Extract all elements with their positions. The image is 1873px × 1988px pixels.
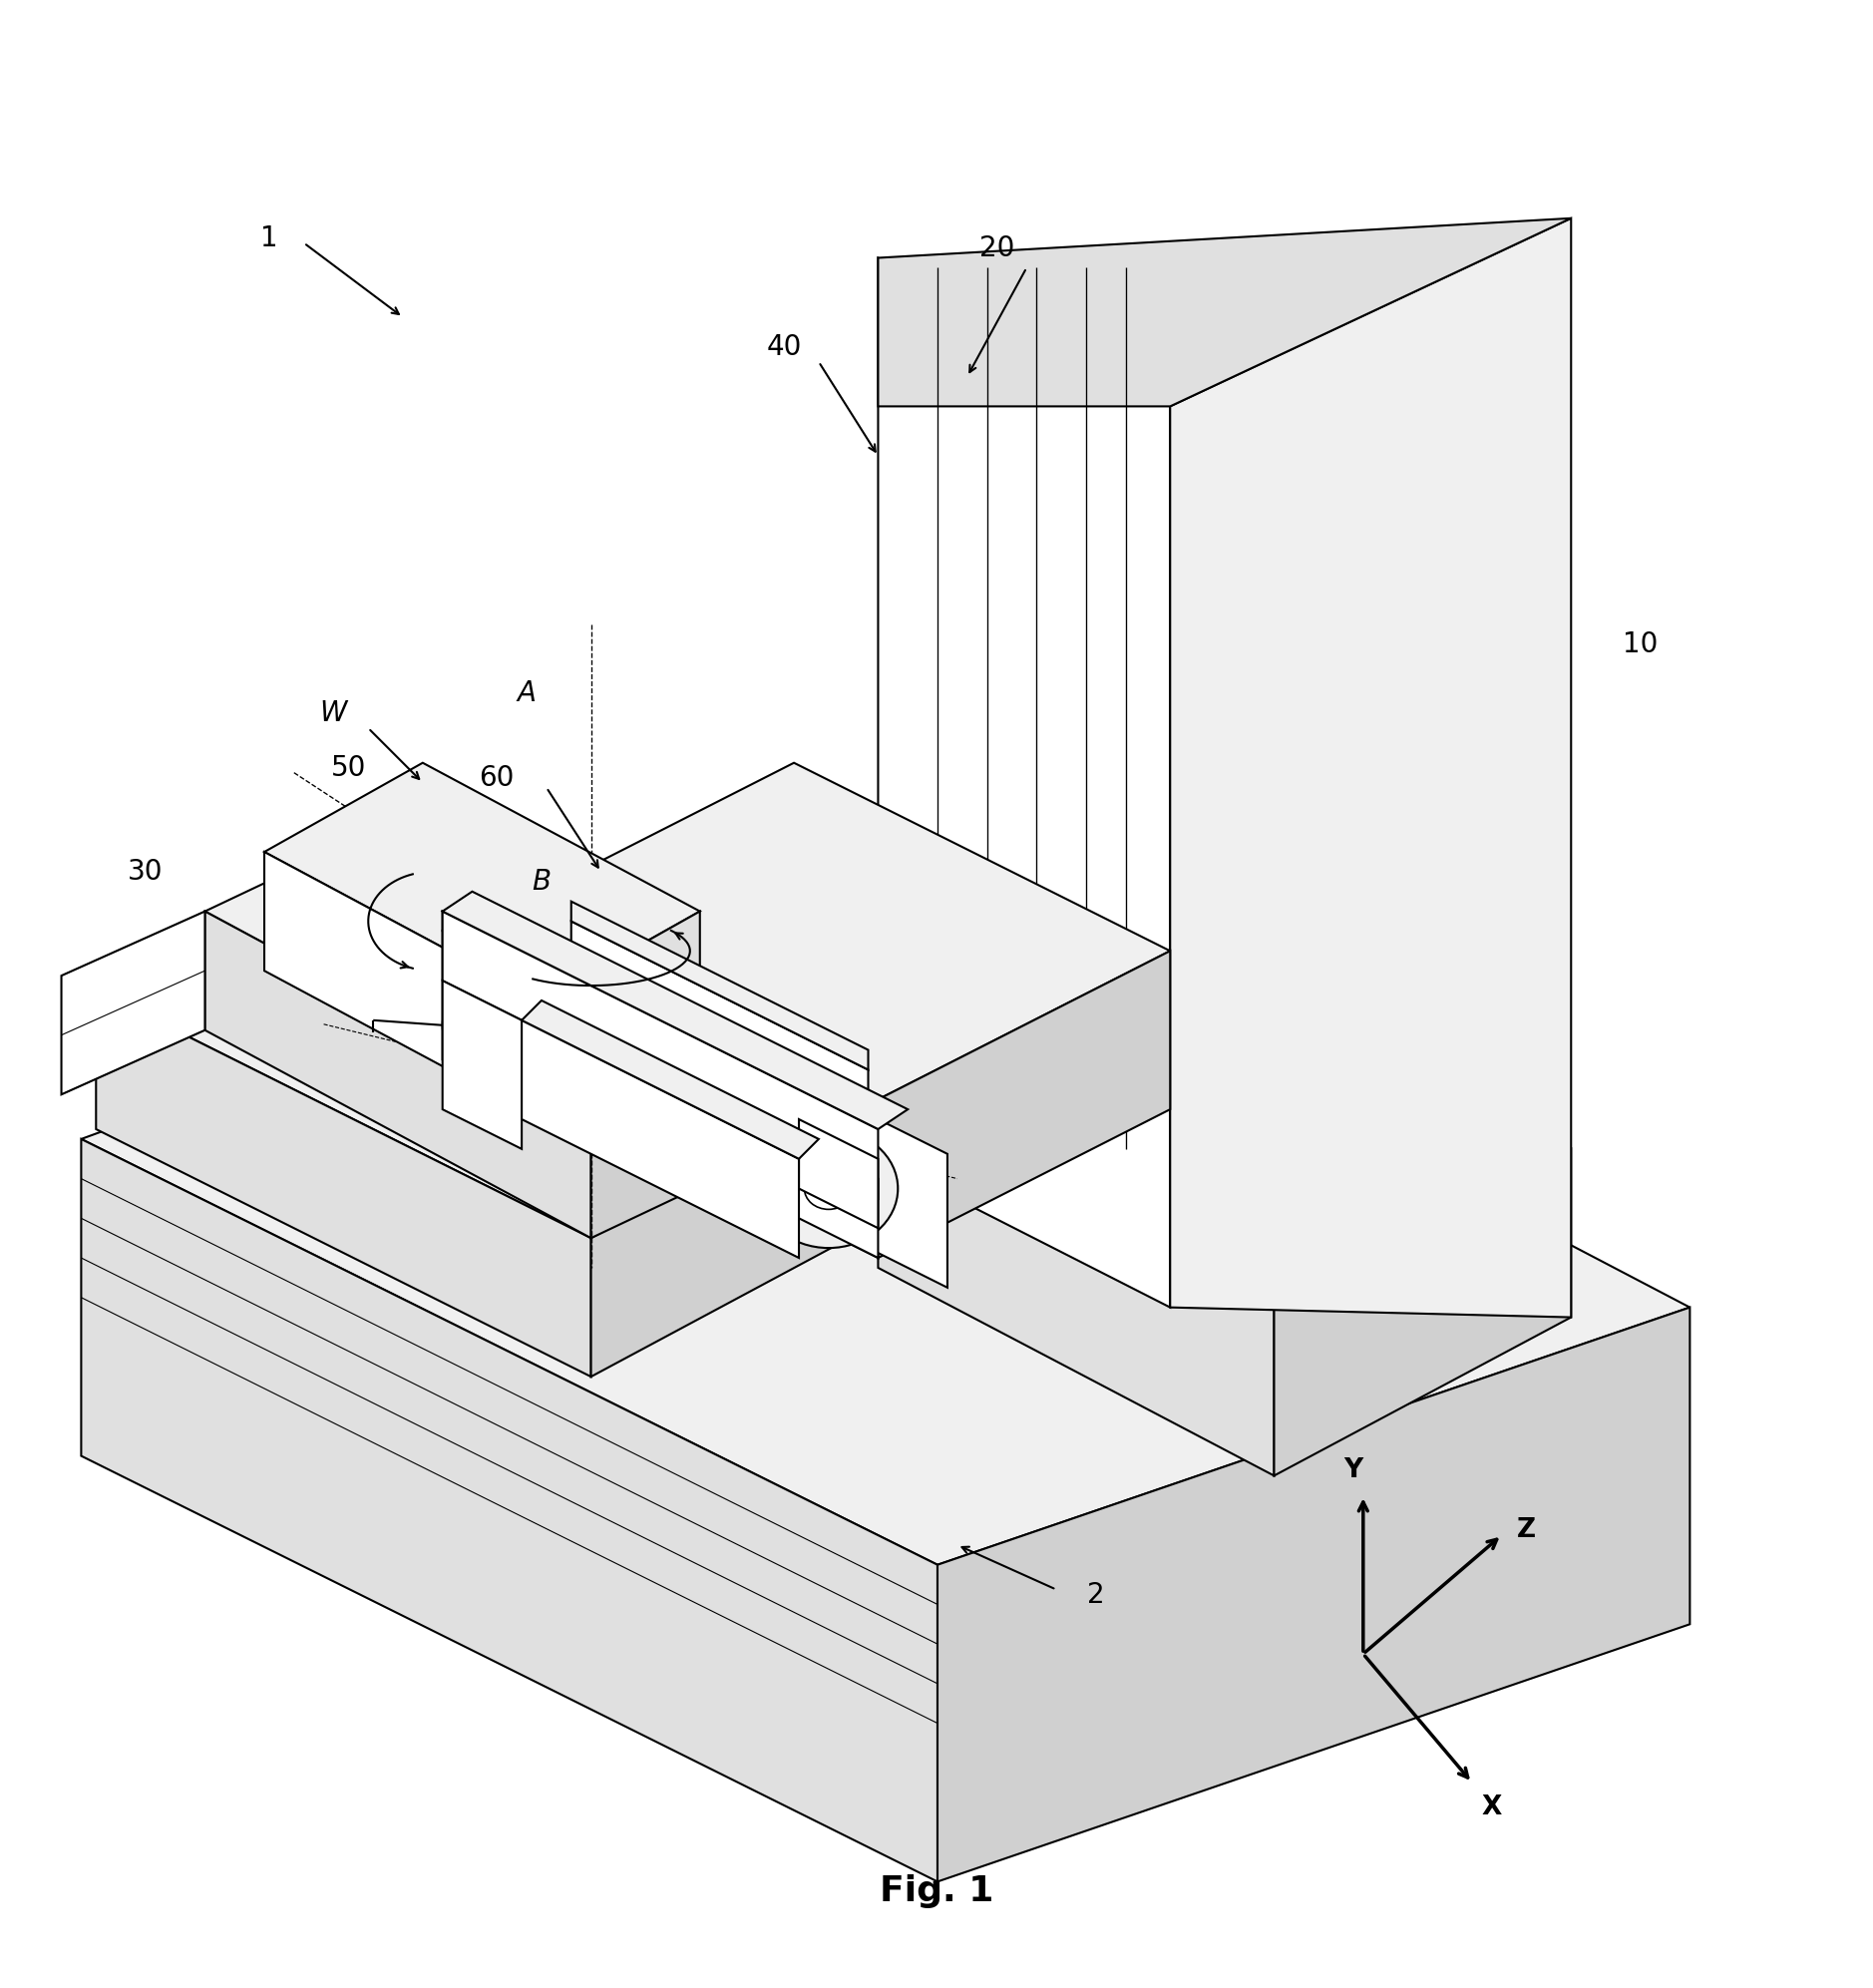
Polygon shape xyxy=(878,1099,1274,1475)
Polygon shape xyxy=(204,823,779,1119)
Polygon shape xyxy=(81,863,1689,1565)
Text: W: W xyxy=(320,700,347,728)
Polygon shape xyxy=(523,1020,800,1258)
Polygon shape xyxy=(502,911,878,1258)
Ellipse shape xyxy=(487,1012,517,1040)
Polygon shape xyxy=(1171,219,1571,1318)
Polygon shape xyxy=(508,950,800,1229)
Text: X: X xyxy=(1482,1795,1502,1821)
Polygon shape xyxy=(264,853,541,1119)
Text: 60: 60 xyxy=(479,763,515,791)
Polygon shape xyxy=(571,901,869,1070)
Polygon shape xyxy=(878,940,1571,1308)
Polygon shape xyxy=(442,911,611,1020)
Polygon shape xyxy=(442,930,611,1149)
Polygon shape xyxy=(592,1030,779,1239)
Polygon shape xyxy=(442,891,908,1129)
Polygon shape xyxy=(1274,1149,1571,1475)
Polygon shape xyxy=(878,258,1171,1308)
Text: Fig. 1: Fig. 1 xyxy=(880,1875,993,1908)
Polygon shape xyxy=(571,920,869,1169)
Polygon shape xyxy=(442,911,878,1199)
Polygon shape xyxy=(96,843,869,1239)
Text: Y: Y xyxy=(1343,1457,1364,1483)
Text: 20: 20 xyxy=(980,235,1015,262)
Polygon shape xyxy=(523,1000,819,1159)
Polygon shape xyxy=(62,911,204,1095)
Polygon shape xyxy=(878,950,1171,1258)
Text: B: B xyxy=(532,867,551,895)
Text: 2: 2 xyxy=(1086,1580,1105,1608)
Polygon shape xyxy=(938,1308,1689,1881)
Polygon shape xyxy=(204,911,592,1239)
Text: A: A xyxy=(517,680,536,708)
Text: 30: 30 xyxy=(127,857,163,887)
Ellipse shape xyxy=(759,1129,897,1248)
Polygon shape xyxy=(502,763,1171,1099)
Polygon shape xyxy=(96,990,592,1376)
Ellipse shape xyxy=(442,970,562,1079)
Polygon shape xyxy=(264,763,701,1000)
Text: 40: 40 xyxy=(766,334,802,362)
Polygon shape xyxy=(779,1070,948,1288)
Polygon shape xyxy=(502,990,878,1258)
Polygon shape xyxy=(81,1139,938,1881)
Text: 10: 10 xyxy=(1622,630,1658,658)
Polygon shape xyxy=(508,930,800,1099)
Polygon shape xyxy=(592,1089,869,1376)
Text: Z: Z xyxy=(1517,1517,1536,1543)
Polygon shape xyxy=(878,219,1571,406)
Text: 50: 50 xyxy=(332,753,365,781)
Polygon shape xyxy=(800,1119,878,1229)
Text: 1: 1 xyxy=(260,225,277,252)
Polygon shape xyxy=(442,980,523,1149)
Polygon shape xyxy=(541,911,701,1119)
